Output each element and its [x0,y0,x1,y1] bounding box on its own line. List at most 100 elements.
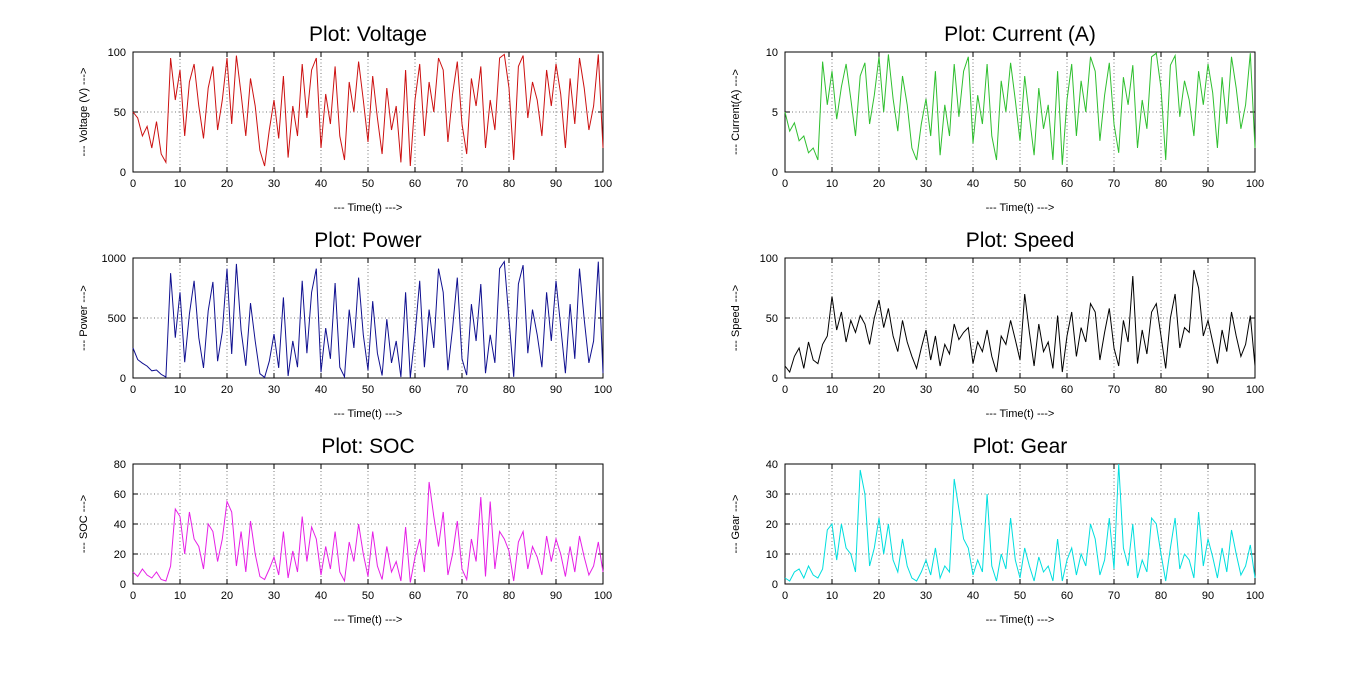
svg-text:40: 40 [314,590,326,602]
x-axis-label: --- Time(t) ---> [333,202,402,214]
svg-text:40: 40 [314,178,326,190]
svg-text:60: 60 [1060,178,1072,190]
svg-text:0: 0 [781,384,787,396]
svg-text:80: 80 [502,178,514,190]
svg-text:60: 60 [113,489,125,501]
chart-title: Plot: Current (A) [944,23,1096,46]
svg-text:0: 0 [771,373,777,385]
svg-text:10: 10 [765,47,777,59]
subplot-soc: Plot: SOC --- SOC ---> --- Time(t) ---> … [53,432,663,632]
svg-text:10: 10 [825,384,837,396]
svg-text:50: 50 [361,178,373,190]
chart-title: Plot: Gear [972,435,1067,458]
svg-text:0: 0 [771,167,777,179]
subplot-voltage: Plot: Voltage --- Voltage (V) ---> --- T… [53,20,663,220]
svg-text:70: 70 [455,178,467,190]
svg-text:70: 70 [455,384,467,396]
y-axis-label: --- SOC ---> [78,495,90,553]
y-axis-label: --- Current(A) ---> [730,69,742,155]
svg-text:70: 70 [455,590,467,602]
y-axis-label: --- Power ---> [78,285,90,351]
svg-text:40: 40 [966,384,978,396]
gear-chart: Plot: Gear --- Gear ---> --- Time(t) ---… [730,435,1264,626]
current-chart: Plot: Current (A) --- Current(A) ---> --… [730,23,1264,214]
subplot-speed: Plot: Speed --- Speed ---> --- Time(t) -… [705,226,1315,426]
svg-text:100: 100 [1245,178,1263,190]
svg-text:40: 40 [966,590,978,602]
svg-text:10: 10 [173,178,185,190]
svg-text:30: 30 [919,590,931,602]
svg-text:80: 80 [502,590,514,602]
soc-chart: Plot: SOC --- SOC ---> --- Time(t) ---> … [78,435,612,626]
svg-text:0: 0 [119,373,125,385]
svg-text:60: 60 [1060,384,1072,396]
svg-text:40: 40 [966,178,978,190]
svg-text:50: 50 [1013,590,1025,602]
svg-text:100: 100 [593,384,611,396]
svg-text:90: 90 [1201,590,1213,602]
plot-area: 0 10 20 30 40 50 60 70 80 90 100 0 10 20 30 40 [765,459,1263,602]
svg-text:20: 20 [872,384,884,396]
svg-text:100: 100 [593,178,611,190]
chart-title: Plot: Voltage [309,23,427,46]
svg-text:0: 0 [119,579,125,591]
subplot-gear: Plot: Gear --- Gear ---> --- Time(t) ---… [705,432,1315,632]
svg-text:50: 50 [1013,384,1025,396]
x-axis-label: --- Time(t) ---> [985,202,1054,214]
svg-text:80: 80 [1154,178,1166,190]
svg-text:30: 30 [919,178,931,190]
svg-text:60: 60 [1060,590,1072,602]
figure-window: Plot: Voltage --- Voltage (V) ---> --- T… [53,20,1315,632]
svg-text:100: 100 [107,47,125,59]
svg-text:100: 100 [1245,384,1263,396]
svg-text:10: 10 [825,178,837,190]
svg-text:0: 0 [119,167,125,179]
subplot-power: Plot: Power --- Power ---> --- Time(t) -… [53,226,663,426]
power-chart: Plot: Power --- Power ---> --- Time(t) -… [78,229,612,420]
chart-title: Plot: Speed [965,229,1074,252]
svg-text:100: 100 [593,590,611,602]
chart-title: Plot: Power [314,229,421,252]
svg-text:90: 90 [1201,384,1213,396]
svg-text:40: 40 [765,459,777,471]
svg-text:20: 20 [872,178,884,190]
svg-text:10: 10 [765,549,777,561]
svg-text:30: 30 [267,178,279,190]
svg-text:20: 20 [113,549,125,561]
svg-text:30: 30 [919,384,931,396]
svg-text:70: 70 [1107,590,1119,602]
speed-chart: Plot: Speed --- Speed ---> --- Time(t) -… [730,229,1264,420]
y-axis-label: --- Gear ---> [730,495,742,554]
svg-text:70: 70 [1107,178,1119,190]
svg-text:20: 20 [765,519,777,531]
svg-text:5: 5 [771,107,777,119]
svg-text:10: 10 [825,590,837,602]
svg-text:0: 0 [129,590,135,602]
voltage-chart: Plot: Voltage --- Voltage (V) ---> --- T… [78,23,612,214]
svg-text:100: 100 [759,253,777,265]
svg-text:500: 500 [107,313,125,325]
plot-area: 0 10 20 30 40 50 60 70 80 90 100 0 50 100 [759,253,1264,396]
chart-title: Plot: SOC [321,435,414,458]
svg-text:90: 90 [1201,178,1213,190]
svg-text:100: 100 [1245,590,1263,602]
plot-area: 0 10 20 30 40 50 60 70 80 90 100 0 20 40 60 80 [113,459,611,602]
svg-text:20: 20 [220,178,232,190]
svg-text:60: 60 [408,178,420,190]
subplot-current: Plot: Current (A) --- Current(A) ---> --… [705,20,1315,220]
x-axis-label: --- Time(t) ---> [333,614,402,626]
x-axis-label: --- Time(t) ---> [333,408,402,420]
svg-text:20: 20 [872,590,884,602]
svg-text:80: 80 [1154,384,1166,396]
svg-text:90: 90 [549,590,561,602]
svg-text:1000: 1000 [101,253,125,265]
svg-text:70: 70 [1107,384,1119,396]
svg-text:60: 60 [408,384,420,396]
svg-text:50: 50 [361,384,373,396]
svg-text:0: 0 [781,178,787,190]
svg-text:30: 30 [267,590,279,602]
y-axis-label: --- Speed ---> [730,285,742,351]
svg-text:50: 50 [765,313,777,325]
plot-area: 0 10 20 30 40 50 60 70 80 90 100 0 5 10 [765,47,1263,190]
